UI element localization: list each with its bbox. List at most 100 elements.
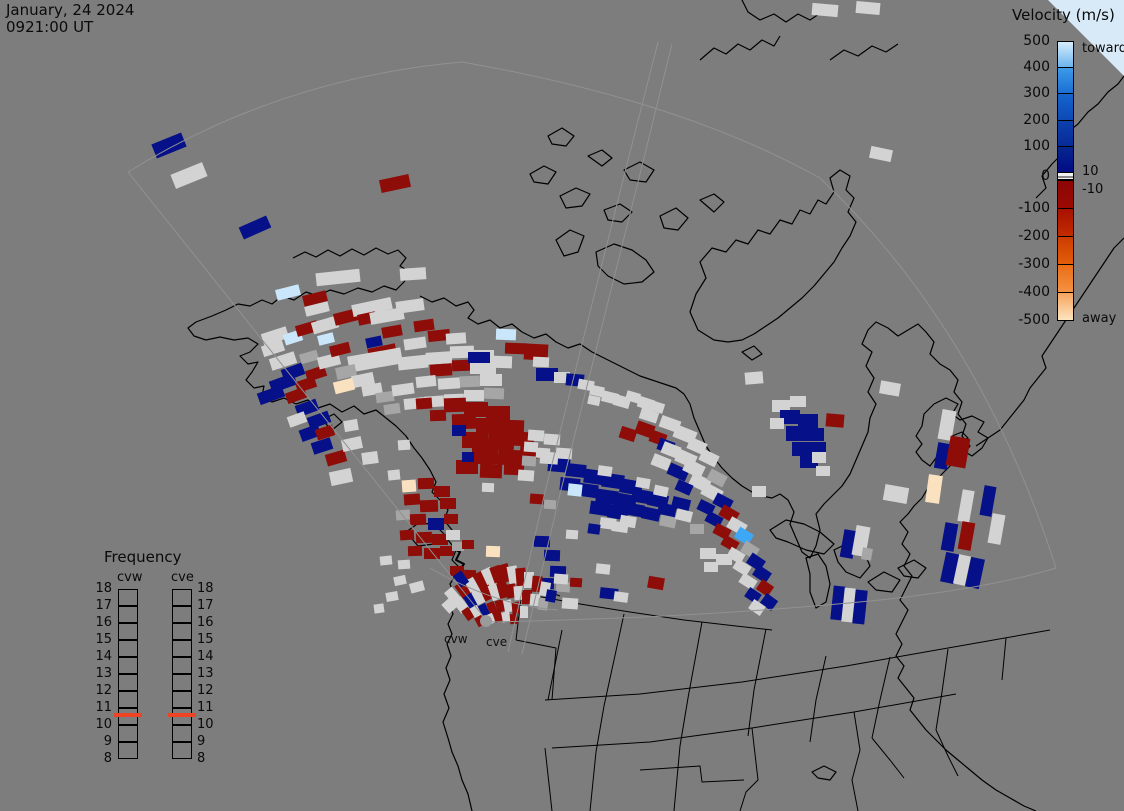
velocity-colorbar [1057, 41, 1074, 321]
frequency-segment [118, 589, 138, 606]
coast-maritimes [915, 397, 989, 467]
velocity-cell [698, 448, 720, 468]
velocity-cell [340, 436, 364, 452]
velocity-cell [495, 328, 517, 341]
colorbar-segment-toward [1057, 41, 1074, 69]
velocity-cell [599, 587, 619, 600]
velocity-cell [565, 529, 579, 540]
velocity-cell [635, 476, 651, 490]
frequency-tick-left: 14 [95, 649, 112, 664]
fov-outer-arc [127, 61, 1057, 569]
frequency-tick-left: 8 [103, 751, 112, 766]
frequency-tick-right: 10 [197, 717, 214, 732]
velocity-cell [738, 572, 758, 591]
velocity-cell [613, 591, 629, 603]
velocity-cell [589, 500, 611, 517]
velocity-cell [486, 406, 510, 421]
time-text: 0921:00 UT [6, 18, 94, 36]
away-label: away [1082, 311, 1117, 326]
velocity-cell [397, 559, 411, 570]
velocity-cell [304, 365, 328, 382]
velocity-cell [744, 371, 764, 385]
velocity-cell [790, 396, 806, 407]
coast-ellesmere-edge-2 [741, 0, 823, 23]
frequency-segment [172, 691, 192, 708]
velocity-cell-layer [151, 0, 1006, 628]
frequency-tick-left: 13 [95, 666, 112, 681]
velocity-cell [555, 447, 573, 460]
toward-label: toward [1082, 41, 1124, 56]
velocity-cell [732, 558, 752, 577]
velocity-cell [260, 326, 290, 346]
velocity-cell [755, 579, 775, 597]
velocity-cell [494, 599, 506, 613]
frequency-tick-left: 10 [95, 717, 112, 732]
velocity-cell [463, 569, 477, 580]
fov-lower-edge [486, 567, 1057, 623]
border-line [935, 729, 959, 777]
velocity-cell [543, 549, 561, 562]
velocity-cell [957, 489, 975, 523]
velocity-cell [480, 566, 498, 588]
velocity-cell [347, 347, 403, 373]
frequency-tick-left: 16 [95, 615, 112, 630]
velocity-cell [521, 455, 537, 467]
velocity-cell [471, 588, 487, 606]
frequency-segment [118, 674, 138, 691]
frequency-tick-left: 12 [95, 683, 112, 698]
velocity-cell [369, 307, 405, 325]
border-line [589, 751, 597, 811]
frequency-segment [172, 657, 192, 674]
velocity-tick: -100 [1018, 200, 1050, 216]
velocity-cell [647, 575, 665, 591]
velocity-cell [987, 513, 1006, 545]
frequency-tick-right: 16 [197, 615, 214, 630]
graticule-meridian-1 [507, 41, 659, 653]
velocity-cell [452, 425, 466, 436]
velocity-cell [361, 450, 379, 466]
frequency-segment [172, 742, 192, 759]
velocity-cell [517, 469, 535, 482]
velocity-cell [798, 414, 818, 428]
velocity-tick: 200 [1023, 112, 1050, 128]
velocity-cell [535, 447, 551, 459]
velocity-cell [378, 174, 412, 193]
velocity-cell [752, 564, 772, 584]
velocity-tick: -400 [1018, 284, 1050, 300]
velocity-cell [536, 368, 558, 381]
velocity-cell [324, 449, 348, 467]
velocity-cell [543, 433, 561, 446]
frequency-tick-left: 15 [95, 632, 112, 647]
velocity-cell [409, 513, 427, 526]
velocity-cell [618, 425, 638, 443]
velocity-cell [450, 566, 464, 576]
colorbar-zero-band [1057, 172, 1074, 180]
colorbar-segment-toward [1057, 119, 1074, 147]
velocity-cell [397, 439, 411, 451]
velocity-cell [524, 572, 534, 588]
velocity-cell [577, 378, 595, 392]
velocity-cell [569, 577, 583, 588]
velocity-cell [979, 485, 997, 517]
velocity-cell [459, 375, 481, 388]
radar-site-dot [480, 615, 492, 627]
border-line [739, 727, 759, 811]
velocity-cell [444, 514, 458, 524]
velocity-cell [260, 339, 286, 358]
frequency-segment [118, 742, 138, 759]
velocity-cell [640, 506, 662, 522]
fov-line-layer [127, 41, 1057, 655]
velocity-cell [532, 356, 550, 368]
velocity-cell [479, 584, 495, 602]
velocity-cell [611, 520, 629, 534]
velocity-cell [744, 587, 762, 604]
velocity-cell [489, 564, 505, 586]
velocity-cell [332, 308, 360, 326]
velocity-cell [499, 419, 525, 436]
velocity-cell [772, 400, 790, 412]
velocity-cell [527, 429, 545, 442]
velocity-cell [403, 336, 427, 351]
frequency-tick-right: 18 [197, 581, 214, 596]
frequency-legend-title: Frequency [104, 548, 182, 566]
border-line [809, 655, 827, 743]
